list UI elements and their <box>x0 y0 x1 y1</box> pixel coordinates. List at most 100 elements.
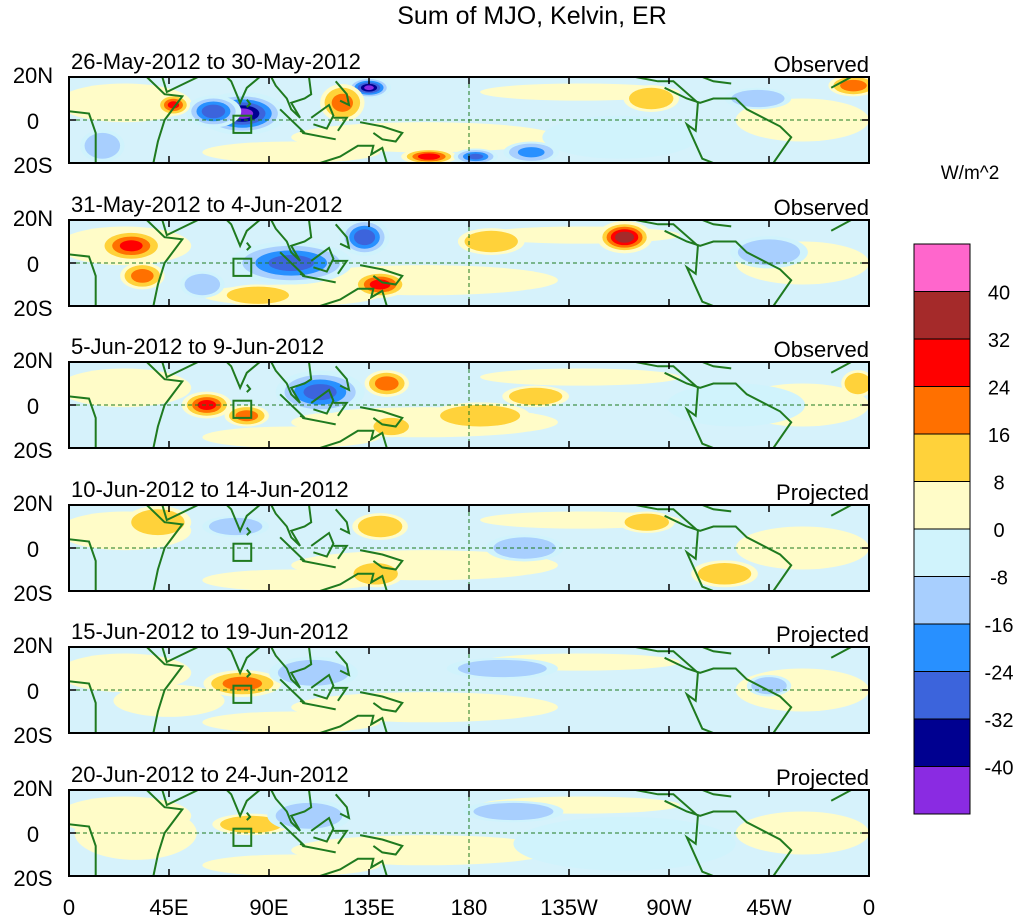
coastline <box>830 77 869 89</box>
coastline <box>310 531 335 558</box>
panels: 20N 0 20S 26-May-2012 to 30-May-2012 Observe… <box>13 49 870 891</box>
coastline <box>359 549 404 571</box>
coastline <box>635 220 793 306</box>
colorbar-swatch <box>913 481 971 530</box>
anomaly-contour <box>184 273 221 296</box>
coastline <box>310 246 335 273</box>
colorbar-tick-label: 40 <box>988 283 1010 305</box>
anomaly-contour <box>737 239 801 266</box>
coastline <box>359 834 404 856</box>
x-tick-label: 90W <box>646 895 691 920</box>
anomaly <box>730 236 808 269</box>
region-box <box>232 684 253 704</box>
anomaly <box>691 560 758 588</box>
coastline <box>215 220 313 262</box>
anomaly-contour <box>468 153 484 160</box>
coastline <box>701 220 732 228</box>
colorbar-tick-label: -32 <box>985 710 1014 732</box>
anomaly <box>364 370 409 397</box>
y-tick-label: 20N <box>13 348 53 373</box>
x-tick-label: 45W <box>746 895 791 920</box>
anomaly <box>124 506 192 539</box>
anomaly-contour <box>417 153 441 160</box>
coastline <box>701 790 732 798</box>
anomaly <box>185 95 242 128</box>
anomaly-contour <box>457 659 547 678</box>
y-tick-label: 0 <box>27 394 39 419</box>
coastline <box>635 790 793 876</box>
colorbar-tick-label: 24 <box>988 378 1010 400</box>
anomaly <box>339 220 390 257</box>
coastline <box>830 362 869 374</box>
anomaly-background-band <box>202 141 381 163</box>
y-tick-label: 20S <box>13 296 52 321</box>
coastline <box>701 505 732 513</box>
y-tick-label: 20N <box>13 633 53 658</box>
coastline <box>246 98 252 108</box>
coastline <box>215 790 313 832</box>
panel-period: 31-May-2012 to 4-Jun-2012 <box>71 192 343 217</box>
anomaly-contour <box>697 563 752 585</box>
coastline <box>333 116 349 132</box>
coastline <box>319 714 388 733</box>
coastline <box>302 274 336 284</box>
region-box <box>232 399 253 419</box>
x-tick-label: 45E <box>149 895 188 920</box>
coastline <box>359 264 404 286</box>
coastline <box>830 220 869 232</box>
y-tick-label: 20N <box>13 491 53 516</box>
x-tick-labels: 0 45E 90E 135E 180 135W 90W 45W 0 <box>63 895 875 920</box>
anomaly-contour <box>840 79 867 92</box>
panel-status: Observed <box>774 52 869 77</box>
colorbar-tick-label: 8 <box>993 473 1004 495</box>
anomaly-contour <box>357 515 403 538</box>
anomaly-contour <box>509 387 563 405</box>
panel-period: 20-Jun-2012 to 24-Jun-2012 <box>71 762 349 787</box>
x-tick-label: 180 <box>451 895 488 920</box>
colorbar-tick-label: -16 <box>985 615 1014 637</box>
coastlines <box>69 505 869 591</box>
coastline <box>359 121 404 143</box>
anomaly-contour <box>201 104 226 119</box>
anomaly-background-band <box>735 811 869 855</box>
coastline <box>333 259 349 275</box>
coastline <box>635 505 793 591</box>
coastline <box>161 77 199 94</box>
colorbar-swatch <box>913 718 971 767</box>
anomaly <box>156 94 191 116</box>
y-tick-label: 0 <box>27 822 39 847</box>
panel-status: Observed <box>774 195 869 220</box>
anomaly-contour <box>629 87 674 110</box>
coastline <box>161 505 199 522</box>
anomaly-contour <box>513 816 736 871</box>
colorbar-units: W/m^2 <box>941 163 1000 184</box>
coastline <box>635 362 793 448</box>
coastline <box>302 701 336 711</box>
coastline <box>319 287 388 306</box>
colorbar-swatch <box>913 338 971 387</box>
coastline <box>310 388 335 415</box>
anomaly-contour <box>84 132 121 159</box>
coastline <box>319 144 388 163</box>
anomaly <box>180 271 225 298</box>
coastline <box>246 811 252 821</box>
coastline <box>310 816 335 843</box>
coastline <box>701 647 732 655</box>
panel-period: 26-May-2012 to 30-May-2012 <box>71 49 361 74</box>
anomaly <box>224 405 269 427</box>
y-tick-label: 20N <box>13 206 53 231</box>
anomaly-background-band <box>291 122 558 153</box>
anomaly-contour <box>235 410 259 422</box>
coastline <box>215 77 313 119</box>
coastline <box>69 647 185 733</box>
anomaly <box>120 262 165 290</box>
colorbar-tick-label: -40 <box>985 758 1014 780</box>
anomaly-contour <box>197 399 217 411</box>
colorbar-swatch <box>913 576 971 625</box>
anomaly-contour <box>226 286 289 304</box>
y-tick-label: 20S <box>13 581 52 606</box>
anomaly-background-band <box>69 83 192 123</box>
anomaly <box>113 684 225 717</box>
colorbar-tick-label: -24 <box>985 663 1014 685</box>
coastline <box>161 790 199 807</box>
